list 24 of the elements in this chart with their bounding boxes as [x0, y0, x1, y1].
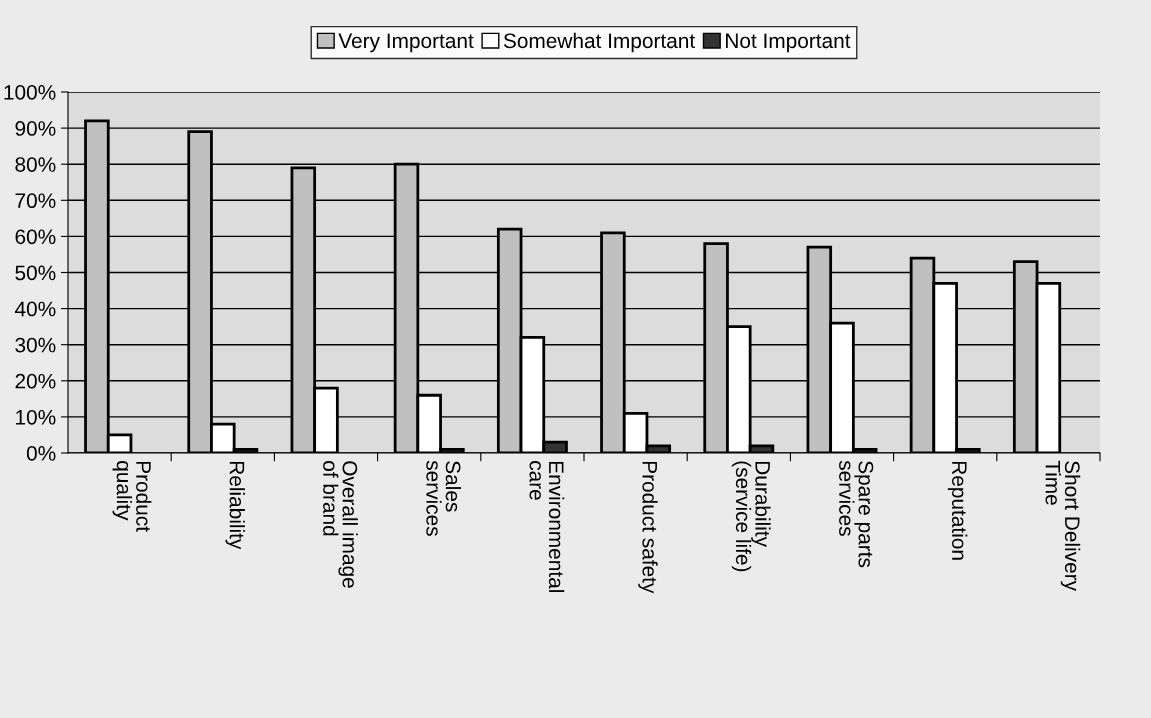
x-tick-label: Reliability: [225, 461, 245, 550]
y-tick-label: 0%: [26, 446, 56, 461]
y-tick-label: 80%: [15, 157, 56, 172]
x-tick-label: Product safety: [638, 461, 658, 594]
legend-label: Somewhat Important: [503, 32, 696, 53]
y-tick-label: 90%: [15, 121, 56, 136]
x-tick-label: Product quality: [112, 461, 152, 532]
y-tick-label: 100%: [4, 85, 56, 100]
x-tick-label: Sales services: [426, 460, 461, 536]
legend-label: Not Important: [726, 33, 851, 53]
y-tick-label: 20%: [15, 373, 56, 389]
x-tick-label: Overall image of brand: [323, 461, 358, 588]
y-tick-label: 40%: [14, 301, 56, 317]
legend-label: Very Important: [338, 33, 474, 53]
x-tick-label: Durability (service life): [731, 461, 771, 572]
x-tick-label: Environmental care: [529, 461, 565, 592]
y-tick-label: 70%: [15, 193, 56, 209]
y-tick-label: 10%: [16, 409, 56, 425]
x-tick-label: Spare parts services: [839, 460, 874, 568]
x-tick-label: Reputation: [947, 461, 968, 560]
x-tick-label: Short Delivery Time: [1045, 460, 1081, 592]
y-tick-label: 30%: [15, 337, 56, 353]
y-tick-label: 50%: [15, 265, 56, 281]
y-tick-label: 60%: [15, 229, 56, 245]
